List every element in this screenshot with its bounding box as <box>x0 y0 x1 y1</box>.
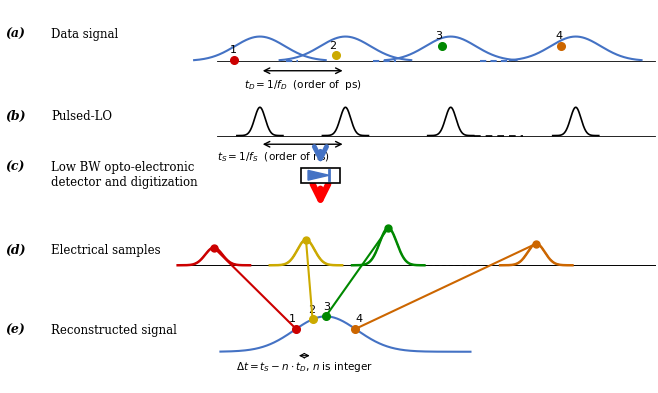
Text: $\Delta t = t_S - n \cdot t_D$, $n$ is integer: $\Delta t = t_S - n \cdot t_D$, $n$ is i… <box>236 360 372 375</box>
Text: (b): (b) <box>5 110 26 123</box>
Text: (c): (c) <box>5 161 24 174</box>
Bar <box>301 168 340 183</box>
Text: $t_S=1/f_S$  (order of ns): $t_S=1/f_S$ (order of ns) <box>216 151 330 164</box>
Text: 1: 1 <box>290 314 296 324</box>
Polygon shape <box>308 171 329 180</box>
Text: 4: 4 <box>355 314 362 324</box>
Text: (e): (e) <box>5 324 25 337</box>
Text: 2: 2 <box>330 41 336 51</box>
Text: Data signal: Data signal <box>51 28 118 40</box>
Text: Electrical samples: Electrical samples <box>51 244 161 257</box>
Text: 3: 3 <box>436 31 442 41</box>
Text: Reconstructed signal: Reconstructed signal <box>51 324 177 337</box>
Text: (d): (d) <box>5 244 26 257</box>
Text: 3: 3 <box>324 302 330 312</box>
Text: Pulsed-LO: Pulsed-LO <box>51 110 113 123</box>
Text: 2: 2 <box>308 305 315 314</box>
Text: 4: 4 <box>555 31 562 41</box>
Text: Low BW opto-electronic
detector and digitization: Low BW opto-electronic detector and digi… <box>51 161 198 189</box>
Text: (a): (a) <box>5 28 25 40</box>
Text: $t_D=1/f_D$  (order of  ps): $t_D=1/f_D$ (order of ps) <box>243 78 362 92</box>
Text: 1: 1 <box>230 45 237 55</box>
